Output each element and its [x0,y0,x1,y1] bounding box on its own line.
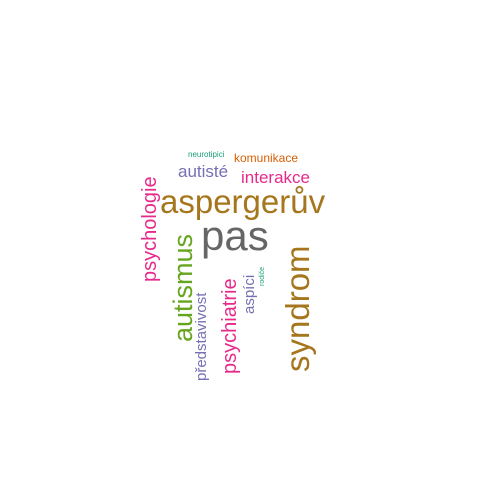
word-psychiatrie: psychiatrie [219,278,241,374]
word-aspici: aspíci [241,275,258,314]
word-komunikace: komunikace [234,151,298,165]
word-syndrom: syndrom [279,245,316,372]
word-autiste: autisté [178,162,228,181]
word-autismus: autismus [168,234,198,342]
word-neurotipici: neurotipici [188,150,225,159]
word-rodice: rodiče [259,267,266,286]
word-interakce: interakce [241,168,310,187]
word-predstavivost: představivost [193,292,210,381]
word-pas: pas [201,212,269,259]
word-aspergeruv: aspergerův [160,183,326,220]
word-psychologie: psychologie [139,176,161,282]
